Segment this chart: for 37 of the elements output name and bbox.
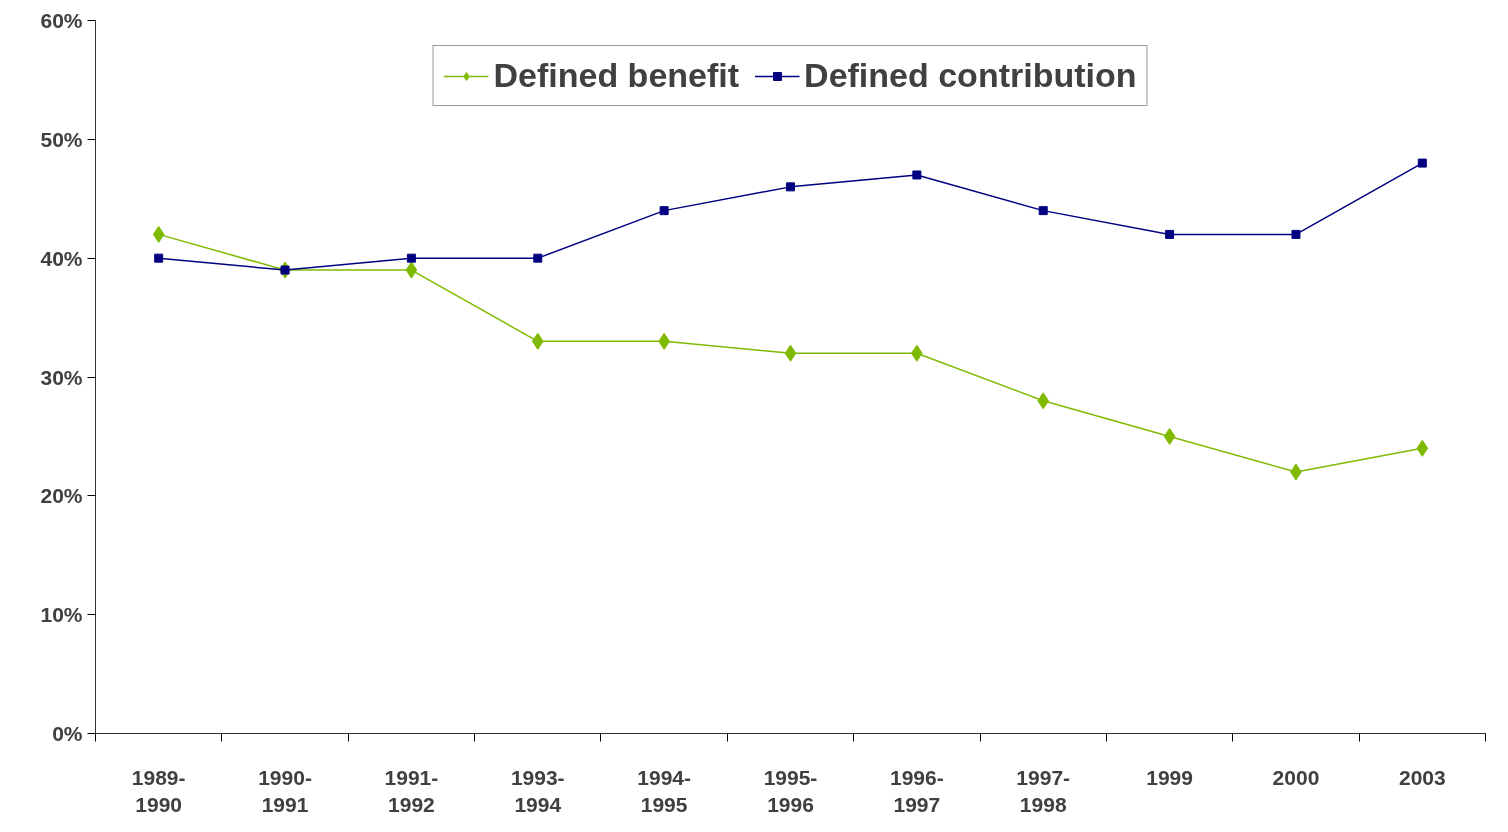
x-tick-label: 1990- 1991 [258, 765, 312, 817]
x-tick-label: 1997- 1998 [1016, 765, 1071, 817]
point [152, 225, 165, 243]
y-tick-label: 50% [40, 127, 83, 151]
x-tick-label: 1996- 1997 [890, 765, 944, 817]
point [1037, 392, 1050, 410]
point [531, 332, 544, 350]
y-tick-label: 40% [40, 246, 83, 270]
y-tick-label: 10% [40, 603, 83, 627]
x-tick-label: 1994- 1995 [637, 765, 691, 817]
point [1417, 158, 1427, 168]
y-tick-label: 20% [40, 484, 83, 508]
point [659, 206, 669, 216]
x-tick-label: 2003 [1398, 765, 1446, 789]
y-tick-label: 30% [40, 365, 83, 389]
point [1163, 427, 1176, 445]
point [786, 182, 795, 192]
point [1416, 439, 1429, 457]
legend-label: Defined contribution [804, 56, 1137, 95]
x-tick-label: 1991- 1992 [384, 765, 439, 817]
point [406, 253, 416, 263]
point [1165, 229, 1175, 239]
point [912, 170, 922, 180]
point [784, 344, 797, 362]
point [1038, 206, 1048, 216]
x-tick-label: 1993- 1994 [510, 765, 565, 817]
x-tick-label: 2000 [1272, 765, 1320, 789]
x-tick-label: 1989- 1990 [131, 765, 186, 817]
point [405, 261, 418, 279]
point [1291, 229, 1301, 239]
y-tick-label: 0% [52, 722, 83, 745]
legend-label: Defined benefit [493, 56, 740, 95]
point [154, 253, 164, 263]
x-tick-label: 1995- 1996 [763, 765, 818, 817]
x-tick-label: 1999 [1146, 765, 1193, 789]
y-tick-label: 60% [40, 9, 83, 32]
point [533, 253, 543, 263]
